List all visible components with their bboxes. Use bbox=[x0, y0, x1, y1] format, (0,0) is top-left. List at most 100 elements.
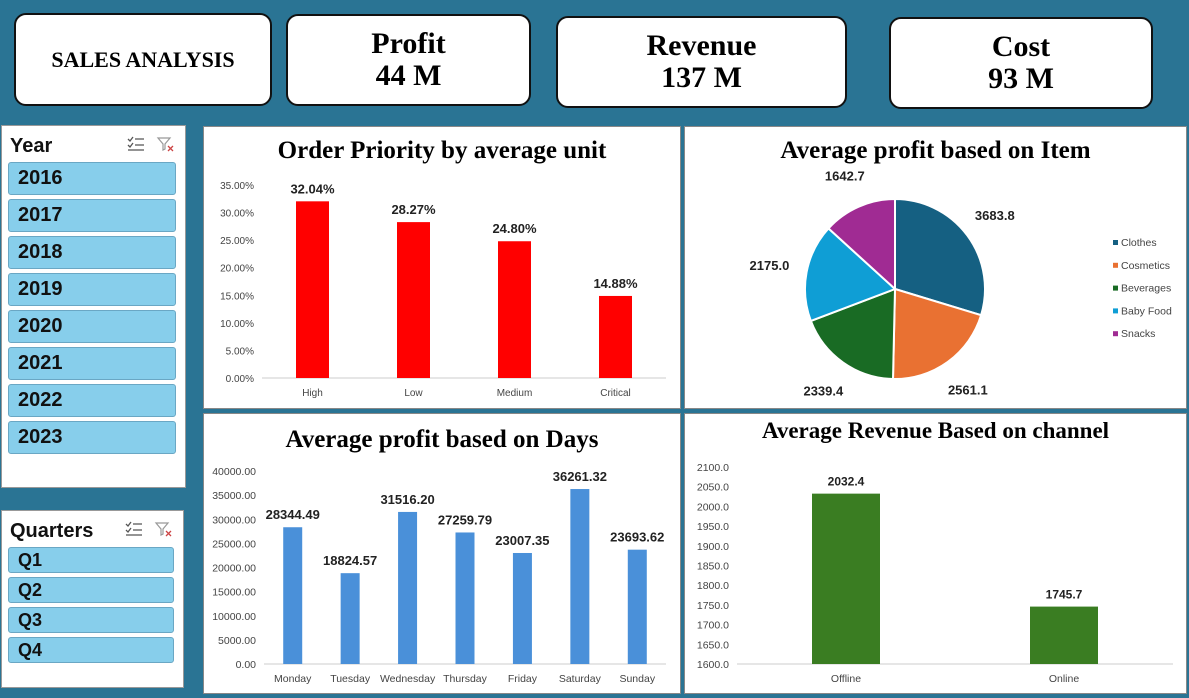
year-slicer-item[interactable]: 2020 bbox=[8, 310, 176, 343]
chart-title: Average profit based on Days bbox=[285, 426, 599, 453]
legend-label: Clothes bbox=[1121, 237, 1157, 249]
y-tick-label: 15000.00 bbox=[212, 587, 256, 599]
channel-revenue-chart: Average Revenue Based on channel 1600.0 1… bbox=[684, 413, 1187, 694]
legend-swatch bbox=[1113, 262, 1118, 268]
multi-select-icon[interactable] bbox=[127, 135, 145, 158]
clear-filter-icon[interactable] bbox=[156, 135, 175, 158]
kpi-cost-card: Cost 93 M bbox=[889, 17, 1153, 109]
data-label: 14.88% bbox=[593, 276, 638, 291]
quarters-slicer-item[interactable]: Q4 bbox=[8, 637, 174, 663]
bar bbox=[398, 511, 418, 664]
data-label: 3683.8 bbox=[975, 208, 1015, 223]
y-tick-label: 25.00% bbox=[220, 236, 254, 247]
year-slicer-items: 2016 2017 2018 2019 2020 2021 2022 2023 bbox=[8, 162, 179, 454]
y-tick-label: 1600.0 bbox=[697, 659, 729, 671]
y-tick-label: 5000.00 bbox=[218, 635, 256, 647]
x-tick-label: Wednesday bbox=[380, 673, 436, 685]
legend-swatch bbox=[1113, 240, 1118, 245]
kpi-revenue-label: Revenue bbox=[646, 29, 757, 62]
y-tick-label: 1650.0 bbox=[697, 639, 729, 651]
y-tick-label: 5.00% bbox=[226, 346, 254, 357]
y-tick-label: 1800.0 bbox=[697, 580, 729, 592]
dashboard-title: SALES ANALYSIS bbox=[51, 46, 235, 72]
kpi-cost-value: 93 M bbox=[988, 62, 1054, 95]
channel-revenue-chart-svg: 1600.0 1650.0 1700.0 1750.0 1800.0 1850.0 1900… bbox=[697, 462, 1173, 685]
data-label: 2032.4 bbox=[828, 475, 865, 489]
quarters-slicer-item[interactable]: Q3 bbox=[8, 607, 174, 633]
data-label: 2339.4 bbox=[803, 383, 844, 398]
y-tick-label: 1750.0 bbox=[697, 600, 729, 612]
quarters-slicer-header: Quarters bbox=[8, 515, 177, 547]
y-tick-label: 1850.0 bbox=[697, 561, 729, 573]
data-label: 1745.7 bbox=[1046, 588, 1083, 602]
data-label: 2175.0 bbox=[750, 258, 790, 273]
x-tick-label: High bbox=[302, 388, 323, 399]
pie-slice bbox=[809, 287, 897, 381]
x-tick-label: Monday bbox=[274, 673, 312, 685]
legend-swatch bbox=[1113, 308, 1118, 314]
bar bbox=[812, 493, 880, 664]
kpi-profit-value: 44 M bbox=[375, 59, 442, 92]
pie-slice bbox=[891, 287, 983, 380]
bar bbox=[455, 532, 475, 664]
kpi-profit-card: Profit 44 M bbox=[286, 14, 531, 106]
year-slicer-item[interactable]: 2019 bbox=[8, 273, 176, 306]
data-label: 28344.49 bbox=[266, 507, 320, 522]
quarters-slicer-item[interactable]: Q1 bbox=[8, 547, 174, 573]
bar bbox=[570, 489, 590, 664]
y-tick-label: 2050.0 bbox=[697, 482, 729, 494]
year-slicer-item[interactable]: 2022 bbox=[8, 384, 176, 417]
year-slicer-header: Year bbox=[8, 130, 179, 162]
item-profit-chart-svg: 3683.8 2561.1 2339.4 2175.0 1642.7 Clothes Cos… bbox=[750, 168, 1172, 398]
quarters-slicer-item[interactable]: Q2 bbox=[8, 577, 174, 603]
legend-swatch bbox=[1113, 285, 1118, 291]
pie-slice bbox=[894, 197, 986, 317]
bar bbox=[599, 295, 632, 378]
x-tick-label: Medium bbox=[497, 388, 533, 399]
item-profit-chart: Average profit based on Item 3683.8 2561.… bbox=[684, 126, 1187, 409]
bar bbox=[512, 552, 532, 664]
multi-select-icon[interactable] bbox=[125, 520, 143, 543]
year-slicer: Year 2016 2017 2018 2019 2020 2021 2022 2023 bbox=[1, 125, 186, 488]
y-tick-label: 1900.0 bbox=[697, 541, 729, 553]
bar bbox=[1030, 606, 1098, 664]
quarters-slicer-items: Q1 Q2 Q3 Q4 bbox=[8, 547, 177, 663]
quarters-slicer: Quarters Q1 Q2 Q3 Q4 bbox=[1, 510, 184, 688]
year-slicer-item[interactable]: 2018 bbox=[8, 236, 176, 269]
clear-filter-icon[interactable] bbox=[154, 520, 173, 543]
year-slicer-item[interactable]: 2021 bbox=[8, 347, 176, 380]
days-profit-chart-svg: 0.00 5000.00 10000.00 15000.00 20000.00 25000… bbox=[212, 466, 666, 685]
x-tick-label: Offline bbox=[831, 673, 861, 685]
data-label: 18824.57 bbox=[323, 553, 377, 568]
data-label: 24.80% bbox=[492, 221, 537, 236]
year-slicer-item[interactable]: 2017 bbox=[8, 199, 176, 232]
data-label: 32.04% bbox=[290, 181, 335, 196]
y-tick-label: 35.00% bbox=[220, 181, 254, 192]
legend-label: Cosmetics bbox=[1121, 260, 1170, 272]
data-label: 31516.20 bbox=[380, 492, 434, 507]
x-tick-label: Low bbox=[404, 388, 423, 399]
bar bbox=[296, 201, 329, 378]
data-label: 27259.79 bbox=[438, 512, 492, 527]
year-slicer-item[interactable]: 2023 bbox=[8, 421, 176, 454]
legend-label: Snacks bbox=[1121, 328, 1155, 340]
kpi-profit-label: Profit bbox=[371, 27, 446, 60]
pie-slice bbox=[827, 197, 896, 292]
legend-swatch bbox=[1113, 331, 1118, 337]
y-tick-label: 10.00% bbox=[220, 319, 254, 330]
x-tick-label: Online bbox=[1049, 673, 1080, 685]
bar bbox=[283, 527, 303, 664]
legend-label: Beverages bbox=[1121, 283, 1171, 295]
y-tick-label: 1700.0 bbox=[697, 620, 729, 632]
year-slicer-item[interactable]: 2016 bbox=[8, 162, 176, 195]
bar bbox=[627, 549, 647, 664]
data-label: 36261.32 bbox=[553, 469, 607, 484]
y-tick-label: 35000.00 bbox=[212, 490, 256, 502]
data-label: 1642.7 bbox=[825, 168, 865, 183]
kpi-revenue-card: Revenue 137 M bbox=[556, 16, 847, 108]
y-tick-label: 2100.0 bbox=[697, 462, 729, 474]
y-tick-label: 25000.00 bbox=[212, 538, 256, 550]
chart-title: Order Priority by average unit bbox=[277, 137, 607, 164]
data-label: 28.27% bbox=[391, 202, 436, 217]
x-tick-label: Critical bbox=[600, 388, 631, 399]
